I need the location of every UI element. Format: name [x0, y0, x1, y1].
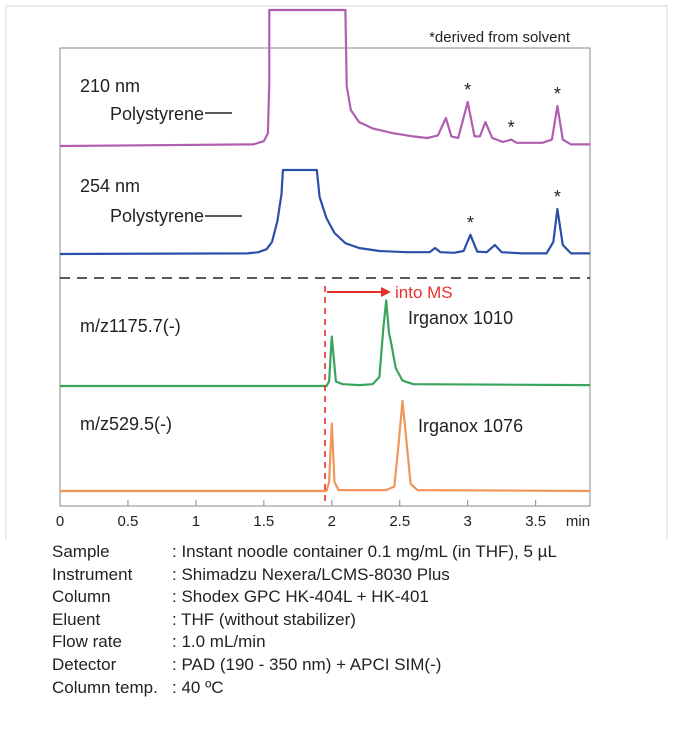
condition-row: Instrument : Shimadzu Nexera/LCMS-8030 Pl…	[52, 564, 557, 587]
x-tick-label: 2.5	[389, 513, 410, 530]
condition-value: : PAD (190 - 350 nm) + APCI SIM(-)	[172, 654, 442, 674]
x-tick-label: 1.5	[253, 513, 274, 530]
compound-label: Polystyrene	[110, 206, 204, 226]
into-ms-label: into MS	[395, 283, 453, 302]
trace-line	[59, 168, 590, 256]
x-tick-label: 0.5	[118, 513, 139, 530]
condition-label: Instrument	[52, 564, 133, 584]
conditions-table: Sample : Instant noodle container 0.1 mg/…	[52, 541, 557, 699]
solvent-asterisk: *	[467, 213, 474, 233]
condition-row: Column temp. : 40 ºC	[52, 677, 557, 700]
x-axis-unit: min	[566, 513, 590, 530]
condition-row: Column : Shodex GPC HK-404L + HK-401	[52, 586, 557, 609]
compound-label: Irganox 1010	[408, 308, 513, 328]
trace-label: m/z1175.7(-)	[80, 316, 181, 336]
trace-label: m/z529.5(-)	[80, 414, 172, 434]
trace-line	[60, 299, 591, 388]
condition-label: Eluent	[52, 609, 101, 629]
traces-layer: 210 nm Polystyrene * * * 254 nm Polystyrene * * m…	[59, 8, 591, 506]
chromatogram-chart: *derived from solvent 210 nm Polystyrene *…	[5, 5, 668, 540]
ms-arrow-head	[381, 287, 391, 297]
condition-value: : Shodex GPC HK-404L + HK-401	[172, 587, 429, 607]
condition-label: Column	[52, 587, 111, 607]
condition-label: Flow rate	[52, 632, 122, 652]
x-axis: 0 0.5 1 1.5 2 2.5 3 3.5 min	[56, 500, 590, 530]
condition-label: Column temp.	[52, 677, 158, 697]
condition-row: Detector : PAD (190 - 350 nm) + APCI SIM(…	[52, 654, 557, 677]
compound-label: Polystyrene	[110, 104, 204, 124]
condition-row: Sample : Instant noodle container 0.1 mg/…	[52, 541, 557, 564]
solvent-note: *derived from solvent	[429, 29, 571, 46]
solvent-asterisk: *	[554, 187, 561, 207]
x-tick-label: 0	[56, 513, 64, 530]
x-tick-label: 2	[328, 513, 336, 530]
x-tick-label: 3	[464, 513, 472, 530]
condition-value: : 40 ºC	[172, 677, 224, 697]
solvent-asterisk: *	[554, 84, 561, 104]
condition-value: : 1.0 mL/min	[172, 632, 266, 652]
condition-row: Flow rate : 1.0 mL/min	[52, 631, 557, 654]
solvent-asterisk: *	[464, 80, 471, 100]
trace-line	[60, 399, 591, 493]
x-tick-label: 3.5	[525, 513, 546, 530]
compound-label: Irganox 1076	[418, 416, 523, 436]
trace-label: 210 nm	[80, 76, 140, 96]
condition-label: Detector	[52, 654, 117, 674]
trace-line	[59, 8, 590, 148]
x-tick-label: 1	[192, 513, 200, 530]
plot-area	[59, 47, 591, 507]
condition-value: : Shimadzu Nexera/LCMS-8030 Plus	[172, 564, 450, 584]
condition-value: : Instant noodle container 0.1 mg/mL (in…	[172, 542, 557, 561]
outer-border	[5, 5, 668, 540]
condition-row: Eluent : THF (without stabilizer)	[52, 609, 557, 632]
solvent-asterisk: *	[508, 118, 515, 138]
condition-label: Sample	[52, 542, 110, 561]
condition-value: : THF (without stabilizer)	[172, 609, 356, 629]
trace-label: 254 nm	[80, 176, 140, 196]
